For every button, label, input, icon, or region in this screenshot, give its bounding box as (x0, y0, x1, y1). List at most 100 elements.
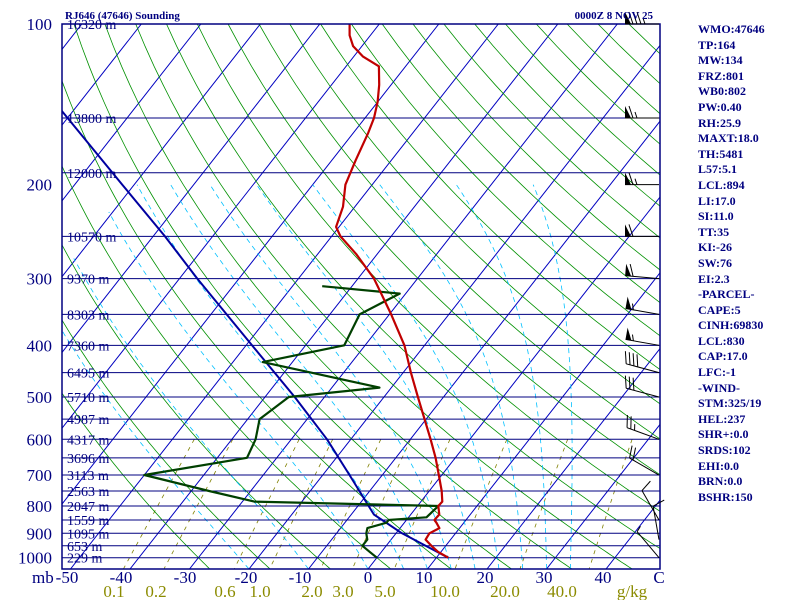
pressure-tick-label: 500 (27, 388, 53, 407)
dry-adiabat-line (258, 24, 660, 440)
temperature-tick-label: 30 (536, 568, 553, 587)
isotherm-line (486, 347, 660, 569)
background-lines (62, 24, 660, 569)
wind-barb-flag (628, 172, 634, 185)
temperature-tick-label: 0 (364, 568, 373, 587)
temperature-tick-label: 40 (595, 568, 612, 587)
sounding-index: BRN:0.0 (698, 474, 743, 489)
isotherm-line (248, 44, 660, 569)
height-label: 229 m (67, 552, 103, 567)
sounding-index: LCL:830 (698, 333, 745, 348)
height-label: 16320 m (67, 18, 117, 33)
pressure-tick-label: 600 (27, 430, 53, 449)
sounding-index: MAXT:18.0 (698, 131, 759, 146)
sounding-index: FRZ:801 (698, 68, 744, 83)
wind-barb-staff (626, 387, 660, 398)
wind-barb (624, 351, 660, 374)
temperature-tick-label: -40 (110, 568, 133, 587)
wind-barb-flag (629, 445, 633, 459)
mixing-ratio-label: 0.2 (145, 582, 166, 600)
height-label: 12000 m (67, 167, 117, 182)
sounding-index: WMO:47646 (698, 22, 765, 36)
wind-barb-staff (625, 338, 660, 346)
pressure-tick-label: 100 (27, 15, 53, 34)
wind-barb-pennant (625, 224, 631, 237)
isotherm-line (70, 24, 499, 569)
sounding-index: SW:76 (698, 255, 733, 270)
wind-barb-half-flag (642, 17, 646, 25)
isotherm-line (62, 24, 261, 278)
sounding-index: WB0:802 (698, 84, 746, 99)
height-label: 8303 m (67, 308, 110, 323)
wind-barb (625, 105, 659, 119)
wind-barb-pennant (625, 263, 632, 277)
mixing-ratio-label: 5.0 (374, 582, 395, 600)
chart-title: RJ646 (47646) Sounding (65, 10, 180, 22)
temperature-unit-label: C (653, 568, 664, 587)
wind-barb-flag (624, 351, 627, 364)
isotherm-line (62, 24, 142, 126)
sounding-index: -WIND- (698, 380, 740, 395)
height-label: 3696 m (67, 452, 110, 467)
sounding-index: MW:134 (698, 53, 743, 68)
height-label: 5710 m (67, 391, 110, 406)
wind-barb-flag (624, 375, 627, 389)
dry-adiabat-line (104, 24, 573, 569)
dry-adiabat-line (73, 24, 512, 569)
mixing-ratio-label: 2.0 (301, 582, 322, 600)
wind-barb (625, 296, 660, 315)
sounding-index: STM:325/19 (698, 396, 762, 411)
wind-barb-staff (652, 506, 660, 540)
wind-barb-half-flag (634, 178, 638, 185)
wind-barb-half-flag (631, 334, 634, 341)
dry-adiabat-line (381, 24, 660, 304)
isotherm-line (62, 24, 321, 354)
height-label: 1559 m (67, 514, 110, 529)
height-label: 4317 m (67, 433, 110, 448)
wind-barb (625, 11, 659, 25)
mixing-ratio-line (123, 439, 195, 569)
sounding-index: KI:-26 (698, 240, 732, 255)
height-label: 3113 m (67, 469, 109, 484)
isotherm-line (546, 423, 660, 569)
dry-adiabat-line (62, 165, 392, 569)
pressure-tick-label: 400 (27, 336, 53, 355)
isotherm-line (62, 24, 202, 202)
pressure-tick-label: 900 (27, 524, 53, 543)
wind-barb (626, 415, 660, 440)
height-label: 2047 m (67, 500, 110, 515)
pressure-tick-label: 800 (27, 497, 53, 516)
wind-barb-staff (626, 427, 660, 440)
plot-frame (61, 23, 661, 570)
moist-adiabat-line (209, 184, 452, 569)
wind-barb-staff (629, 457, 660, 476)
height-label: 7360 m (67, 339, 110, 354)
sounding-index: TP:164 (698, 37, 736, 52)
mixing-ratio-line (233, 439, 300, 569)
dry-adiabat-line (351, 24, 660, 337)
wind-barb-pennant (625, 172, 631, 185)
pressure-axis-label: mb (32, 568, 54, 587)
dry-adiabat-line (227, 24, 660, 476)
sounding-index: CAP:17.0 (698, 349, 748, 364)
temperature-tick-label: -30 (174, 568, 197, 587)
moist-adiabat-line (379, 184, 524, 569)
height-label: 1095 m (67, 527, 110, 542)
wind-barb (625, 263, 660, 280)
mixing-ratio-label: 10.0 (430, 582, 460, 600)
chart-valid-time: 0000Z 8 NOV 25 (575, 10, 654, 22)
sounding-index: SI:11.0 (698, 209, 734, 224)
wind-barb-flag (632, 353, 635, 366)
isotherm-line (427, 272, 660, 569)
wind-barb (636, 525, 660, 559)
moist-adiabat-line (170, 184, 428, 569)
mixing-ratio-line (519, 439, 569, 569)
wind-barb (625, 224, 659, 237)
wind-barb-half-flag (631, 303, 634, 310)
dry-adiabat-line (320, 24, 660, 370)
dry-adiabat-line (62, 392, 211, 569)
sounding-indices: WMO:47646 TP:164 MW:134 FRZ:801 WB0:802 PW:0.… (698, 22, 800, 505)
isotherm-line (189, 24, 618, 569)
